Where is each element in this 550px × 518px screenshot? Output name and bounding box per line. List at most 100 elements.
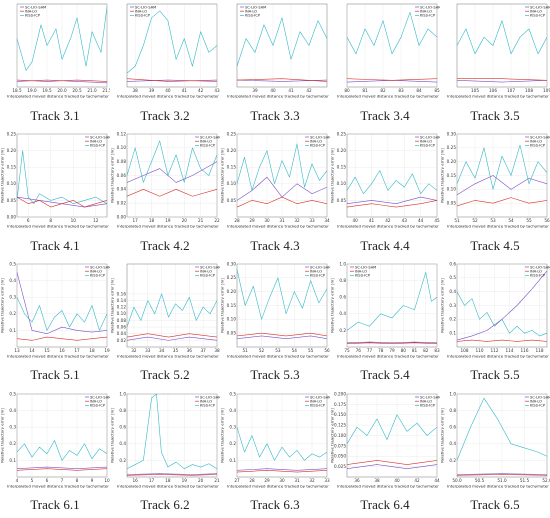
x-axis-label: Interpolated moved distance tracked by t… <box>447 354 550 359</box>
x-tick-label: 32 <box>131 348 137 353</box>
y-tick-label: 0.20 <box>227 148 237 153</box>
y-tick-label: 0.8 <box>119 408 126 413</box>
y-axis-label: Relative trajectory error [m] <box>110 148 115 203</box>
x-tick-label: 116 <box>521 348 529 353</box>
track-label: Track 3.2 <box>140 108 190 123</box>
series-line-sc-lio-sam <box>236 335 328 339</box>
y-tick-label: 0.3 <box>9 295 16 300</box>
series-line-ina-lo <box>456 197 548 207</box>
x-axis-label: Interpolated moved distance tracked by t… <box>7 94 110 99</box>
x-tick-label: 33 <box>145 348 151 353</box>
x-axis-label: Interpolated moved distance tracked by t… <box>117 354 220 359</box>
track-label: Track 5.4 <box>360 367 410 382</box>
x-tick-label: 8 <box>49 218 52 223</box>
x-tick-label: 110 <box>476 348 484 353</box>
x-tick-label: 42 <box>385 218 391 223</box>
x-axis-label: Interpolated moved distance tracked by t… <box>337 94 440 99</box>
x-axis-label: Interpolated moved distance tracked by t… <box>227 224 330 229</box>
chart-panel: 108 110 112 114 116 118 0.1 0.2 0.3 0.4 0.5 0.6 SC-L… <box>440 260 550 388</box>
x-axis-label: Interpolated moved distance tracked by t… <box>337 484 440 489</box>
series-line-ina-lo <box>126 474 218 476</box>
y-tick-label: 0.1 <box>9 458 16 463</box>
x-tick-label: 36 <box>354 478 360 483</box>
y-tick-label: 0.04 <box>117 187 127 192</box>
x-tick-label: 43 <box>214 88 220 93</box>
chart-panel: 6 8 10 12 0.00 0.05 0.10 0.15 0.20 0.25 SC-LIO-SAM… <box>0 130 110 258</box>
legend-label: SC-LIO-SAM <box>310 395 330 399</box>
x-tick-label: 18 <box>165 478 171 483</box>
x-tick-label: 83 <box>398 88 404 93</box>
x-tick-label: 38 <box>133 88 139 93</box>
track-label: Track 6.1 <box>30 497 80 512</box>
x-tick-label: 81 <box>412 348 418 353</box>
x-tick-label: 21 <box>214 478 220 483</box>
y-tick-label: 0.6 <box>449 425 456 430</box>
x-tick-label: 30 <box>264 218 270 223</box>
legend-label: KISS-ICP <box>530 14 546 18</box>
x-tick-label: 52.0 <box>542 478 550 483</box>
legend-label: INA-LO <box>200 140 212 144</box>
chart-panel: 51 52 53 54 55 56 0.05 0.10 0.15 0.20 0.25 0.30 SC-L… <box>440 130 550 258</box>
series-line-sc-lio-sam <box>456 80 548 83</box>
y-axis-label: Relative trajectory error [m] <box>330 148 335 203</box>
series-line-ina-lo <box>346 460 438 465</box>
y-tick-label: 0.5 <box>229 391 236 396</box>
chart-panel: 16 17 18 19 20 21 0.2 0.4 0.6 0.8 1.0 SC-LIO-SAM INA… <box>110 390 220 518</box>
y-tick-label: 0.05 <box>7 198 17 203</box>
x-tick-label: 44 <box>418 218 424 223</box>
x-tick-label: 36 <box>187 348 193 353</box>
legend-label: INA-LO <box>200 270 212 274</box>
x-tick-label: 18 <box>89 348 95 353</box>
legend-label: SC-LIO-SAM <box>530 135 550 139</box>
chart-panel: 38 39 40 41 42 43 SC-LIO-SAM INA-LO KISS-ICP Inte… <box>110 0 220 128</box>
legend-label: SC-LIO-SAM <box>530 5 550 9</box>
legend-label: SC-LIO-SAM <box>530 395 550 399</box>
y-tick-label: 0.20 <box>227 289 237 294</box>
x-tick-label: 54 <box>508 218 514 223</box>
y-tick-label: 0.25 <box>7 131 17 136</box>
chart-panel: 40 41 42 43 44 45 0.05 0.10 0.15 0.20 0.25 SC-LIO-S… <box>330 130 440 258</box>
series-line-kiss-icp <box>456 397 548 461</box>
chart-panel: 17 18 19 20 21 22 0.00 0.02 0.04 0.06 0.08 0.10 0.12… <box>110 130 220 258</box>
x-tick-label: 40 <box>394 478 400 483</box>
track-label: Track 6.4 <box>360 497 410 512</box>
y-axis-label: Relative trajectory error [m] <box>0 408 5 463</box>
x-axis-label: Interpolated moved distance tracked by t… <box>227 354 330 359</box>
x-tick-label: 4 <box>16 478 19 483</box>
track-label: Track 4.4 <box>360 238 410 253</box>
legend-label: KISS-ICP <box>530 404 546 408</box>
x-axis-label: Interpolated moved distance tracked by t… <box>117 94 220 99</box>
y-tick-label: 0.4 <box>119 441 126 446</box>
y-tick-label: 0.2 <box>9 441 16 446</box>
series-line-sc-lio-sam <box>456 270 548 341</box>
x-tick-label: 33 <box>309 218 315 223</box>
legend-label: SC-LIO-SAM <box>25 5 46 9</box>
legend-label: KISS-ICP <box>530 144 546 148</box>
x-tick-label: 29 <box>264 478 270 483</box>
x-tick-label: 40 <box>353 218 359 223</box>
legend-label: INA-LO <box>90 400 102 404</box>
line-chart: 4 5 6 7 8 9 10 0.1 0.2 0.3 0.4 0.5 SC-LIO-SAMINA-LOK… <box>0 391 110 488</box>
plot-area <box>126 393 218 478</box>
y-tick-label: 0.25 <box>227 275 237 280</box>
track-label: Track 5.3 <box>250 367 300 382</box>
series-line-kiss-icp <box>126 393 218 469</box>
y-tick-label: 0.10 <box>337 181 347 186</box>
track-label: Track 6.3 <box>250 497 300 512</box>
y-tick-label: 0.12 <box>117 305 127 310</box>
legend-label: INA-LO <box>310 270 322 274</box>
line-chart: 6 8 10 12 0.00 0.05 0.10 0.15 0.20 0.25 SC-LIO-SAM… <box>0 131 110 228</box>
x-tick-label: 79 <box>389 348 395 353</box>
x-axis-label: Interpolated moved distance tracked by t… <box>227 484 330 489</box>
x-axis-label: Interpolated moved distance tracked by t… <box>337 354 440 359</box>
y-tick-label: 0.02 <box>117 338 127 343</box>
y-tick-label: 0.25 <box>337 131 347 136</box>
series-line-ina-lo <box>16 196 108 208</box>
y-tick-label: 0.6 <box>119 425 126 430</box>
legend-label: SC-LIO-SAM <box>90 395 110 399</box>
legend-label: INA-LO <box>200 400 212 404</box>
x-tick-label: 34 <box>159 348 165 353</box>
x-tick-label: 19 <box>182 478 188 483</box>
track-label: Track 3.1 <box>30 108 80 123</box>
